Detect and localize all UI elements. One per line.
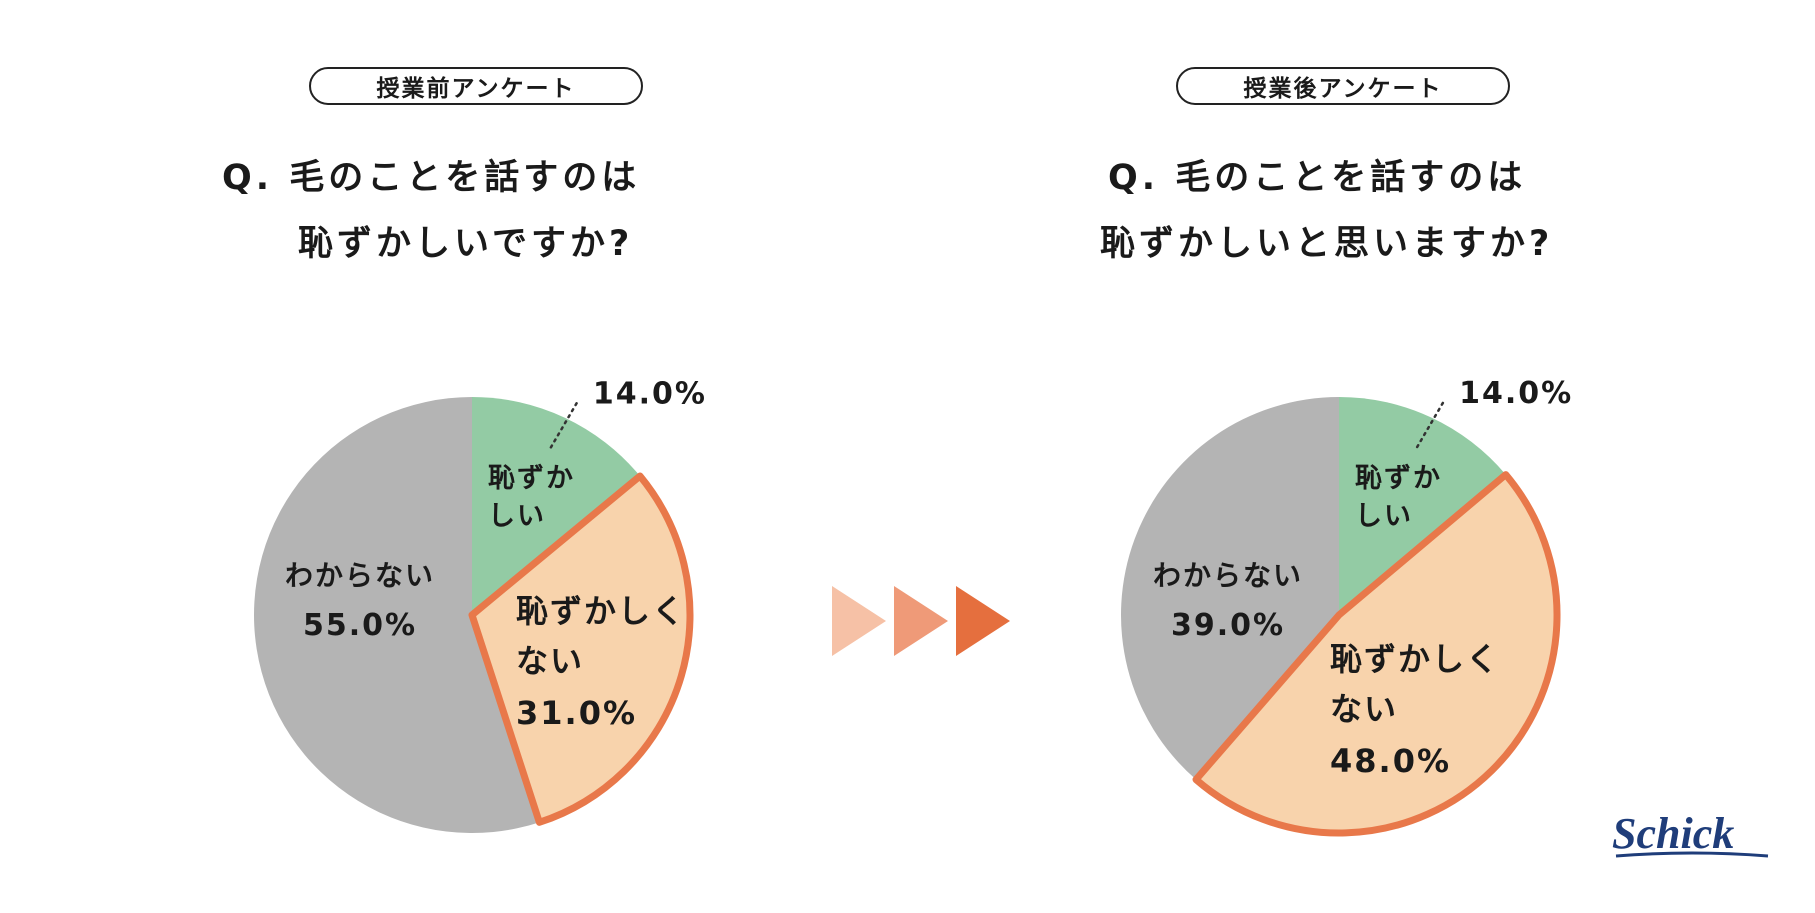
after-hazukashii-value: 14.0% xyxy=(1459,376,1573,411)
after-hazukashikunai-label-line1: 恥ずかしく xyxy=(1330,640,1500,678)
after-hazukashikunai-value: 48.0% xyxy=(1330,742,1451,780)
schick-logo: Schick xyxy=(1612,809,1769,858)
arrow-1 xyxy=(832,586,886,656)
transition-arrows xyxy=(832,586,1010,656)
before-hazukashikunai-label-line1: 恥ずかしく xyxy=(516,592,686,630)
after-hazukashii-label-line1: 恥ずか xyxy=(1355,463,1442,494)
after-hazukashii-slice xyxy=(1339,397,1506,615)
before-hazukashikunai-label-line2: ない xyxy=(516,642,584,680)
before-wakaranai-value: 55.0% xyxy=(303,608,417,643)
after-hazukashikunai-label-line2: ない xyxy=(1330,690,1398,728)
before-wakaranai-label: わからない xyxy=(285,559,435,592)
before-question: Q. 毛のことを話すのは 恥ずかしいですか? xyxy=(222,145,640,277)
after-survey-badge-text: 授業後アンケート xyxy=(1243,76,1443,102)
after-survey-badge: 授業後アンケート xyxy=(1176,67,1510,105)
after-hazukashikunai-slice xyxy=(1192,471,1561,837)
after-question: Q. 毛のことを話すのは 恥ずかしいと思いますか? xyxy=(1100,145,1553,277)
after-hazukashii-leader-line xyxy=(1415,397,1447,449)
arrow-3 xyxy=(956,586,1010,656)
after-wakaranai-value: 39.0% xyxy=(1171,608,1285,643)
arrow-2 xyxy=(894,586,948,656)
before-survey-badge: 授業前アンケート xyxy=(309,67,643,105)
before-hazukashii-value: 14.0% xyxy=(593,376,707,411)
before-hazukashii-leader-line xyxy=(549,398,581,449)
before-question-line2: 恥ずかしいですか? xyxy=(298,224,634,264)
after-wakaranai-slice xyxy=(1121,397,1339,780)
before-hazukashii-label-line1: 恥ずか xyxy=(488,463,575,494)
before-wakaranai-slice xyxy=(254,397,540,834)
before-hazukashikunai-value: 31.0% xyxy=(516,694,637,732)
before-hazukashii-slice xyxy=(472,397,640,615)
after-question-line2: 恥ずかしいと思いますか? xyxy=(1100,224,1554,264)
before-question-line1: Q. 毛のことを話すのは xyxy=(222,158,641,198)
after-question-line1: Q. 毛のことを話すのは xyxy=(1108,158,1527,198)
before-hazukashikunai-slice xyxy=(468,472,694,826)
before-survey-badge-text: 授業前アンケート xyxy=(376,76,576,102)
schick-logo-text: Schick xyxy=(1612,809,1734,858)
after-hazukashii-label-line2: しい xyxy=(1355,501,1413,532)
after-wakaranai-label: わからない xyxy=(1153,559,1303,592)
before-hazukashii-label-line2: しい xyxy=(488,501,546,532)
